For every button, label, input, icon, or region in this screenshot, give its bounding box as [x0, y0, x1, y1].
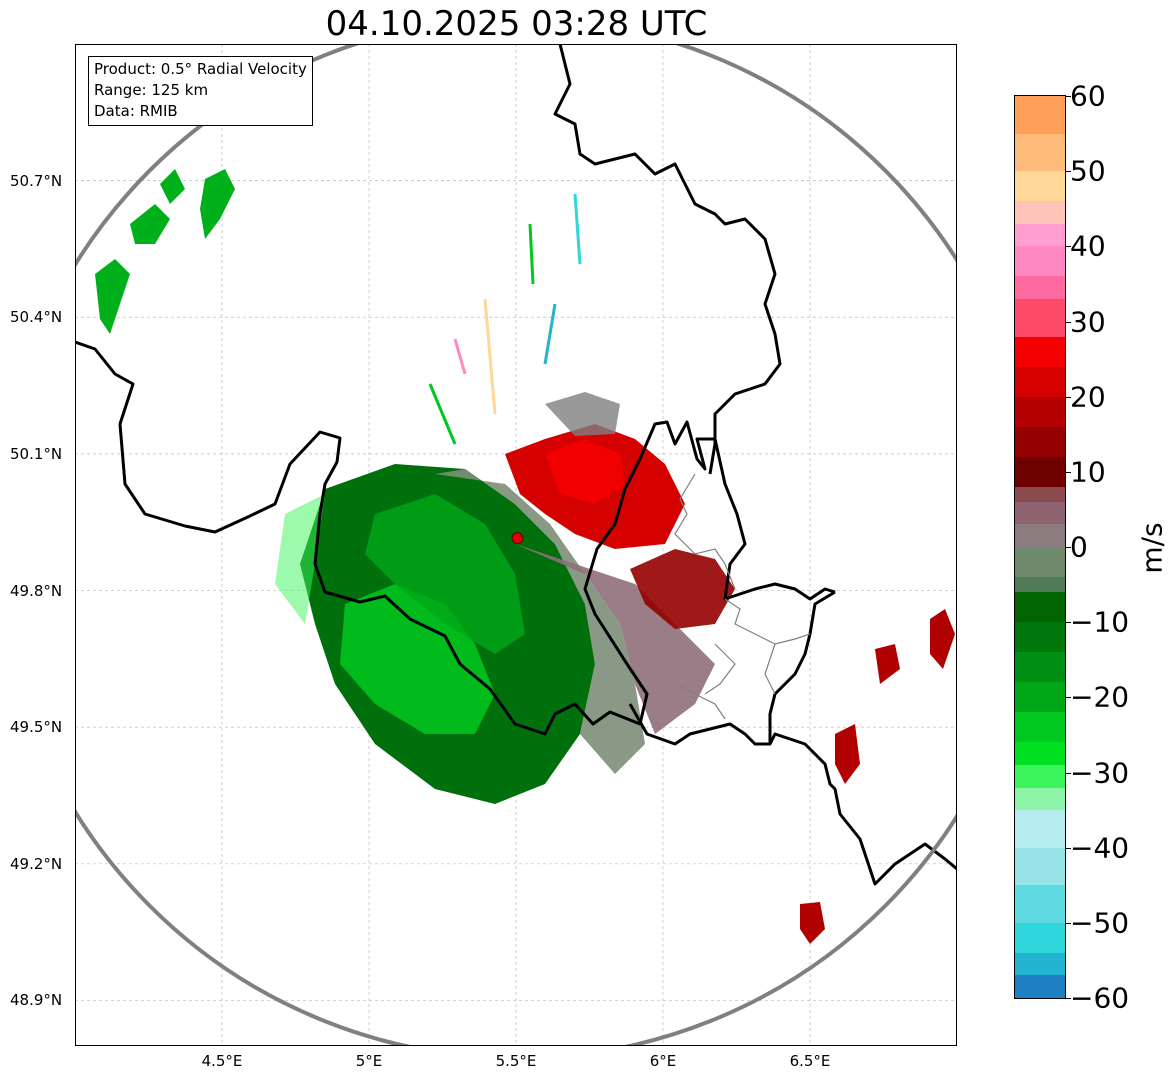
colorbar-segment [1015, 742, 1065, 766]
colorbar-tick-label: 20 [1070, 380, 1106, 414]
echo-east-cells [800, 609, 955, 944]
admin-boundaries [674, 473, 811, 720]
radar-map [75, 44, 957, 1046]
echo-red-bright [545, 439, 625, 504]
colorbar-segment [1015, 810, 1065, 849]
colorbar-segment [1015, 547, 1065, 578]
colorbar-segment [1015, 577, 1065, 593]
colorbar-segment [1015, 524, 1065, 548]
colorbar-segment [1015, 298, 1065, 338]
echo-mauve [515, 544, 715, 734]
colorbar-segment [1015, 885, 1065, 924]
colorbar-tick-mark [1065, 697, 1071, 699]
colorbar-segment [1015, 682, 1065, 713]
colorbar-segment [1015, 787, 1065, 811]
border-south [628, 703, 957, 886]
colorbar-segment [1015, 426, 1065, 458]
colorbar-segment [1015, 96, 1065, 135]
radar-map-canvas [75, 44, 957, 1046]
longitude-tick-label: 5°E [355, 1052, 383, 1070]
echo-north-clutter [428, 193, 582, 445]
colorbar-tick-label: 60 [1070, 79, 1106, 113]
colorbar-segment [1015, 456, 1065, 488]
product-info-box: Product: 0.5° Radial Velocity Range: 125… [88, 56, 313, 126]
info-data-source: Data: RMIB [94, 102, 178, 120]
colorbar-tick-mark [1065, 96, 1071, 97]
colorbar-segment [1015, 133, 1065, 172]
colorbar-tick-label: −10 [1070, 605, 1130, 639]
echo-nw-cells [95, 169, 235, 334]
latitude-tick-label: 49.8°N [10, 581, 63, 600]
echo-green-fringe [275, 494, 325, 624]
colorbar-tick-mark [1065, 246, 1071, 248]
echo-gray-north [545, 392, 620, 436]
colorbar-segment [1015, 952, 1065, 976]
velocity-colorbar [1014, 95, 1066, 999]
longitude-tick-label: 6.5°E [789, 1052, 831, 1070]
longitude-tick-label: 5.5°E [495, 1052, 537, 1070]
border-west [75, 340, 836, 736]
colorbar-tick-mark [1065, 772, 1071, 774]
colorbar-segment [1015, 764, 1065, 789]
echo-green-mid [365, 494, 525, 654]
colorbar-tick-mark [1065, 922, 1071, 924]
latitude-tick-label: 49.5°N [10, 718, 63, 737]
latitude-tick-label: 50.1°N [10, 444, 63, 463]
colorbar-segment [1015, 975, 1065, 999]
colorbar-tick-label: −60 [1070, 981, 1130, 1015]
echo-red-dark [630, 549, 735, 629]
radar-site-marker [511, 532, 524, 545]
info-product: Product: 0.5° Radial Velocity [94, 60, 307, 78]
colorbar-segment [1015, 622, 1065, 653]
longitude-tick-label: 4.5°E [201, 1052, 243, 1070]
colorbar-segment [1015, 223, 1065, 247]
latitude-tick-label: 49.2°N [10, 854, 63, 873]
colorbar-tick-mark [1065, 998, 1071, 999]
colorbar-tick-mark [1065, 471, 1071, 473]
country-borders [75, 44, 957, 886]
velocity-echoes [95, 169, 955, 944]
colorbar-tick-mark [1065, 171, 1071, 173]
colorbar-tick-label: −30 [1070, 756, 1130, 789]
longitude-tick-label: 6°E [649, 1052, 677, 1070]
echo-zero-band [435, 469, 645, 774]
colorbar-segment [1015, 652, 1065, 683]
colorbar-tick-label: 40 [1070, 229, 1106, 263]
colorbar-segment [1015, 276, 1065, 300]
colorbar-tick-label: −40 [1070, 831, 1130, 865]
colorbar-segment [1015, 922, 1065, 954]
colorbar-tick-label: −20 [1070, 680, 1130, 714]
info-range: Range: 125 km [94, 81, 209, 99]
colorbar-segment [1015, 366, 1065, 398]
colorbar-tick-label: 0 [1070, 530, 1088, 564]
colorbar-segment [1015, 396, 1065, 428]
colorbar-tick-mark [1065, 547, 1071, 548]
colorbar-unit-label: m/s [1135, 522, 1169, 574]
latitude-tick-label: 48.9°N [10, 991, 63, 1010]
colorbar-segment [1015, 847, 1065, 886]
colorbar-segment [1015, 171, 1065, 202]
colorbar-segment [1015, 336, 1065, 368]
radar-site [511, 532, 524, 545]
colorbar-segment [1015, 592, 1065, 623]
colorbar-tick-mark [1065, 396, 1071, 398]
colorbar-tick-label: 30 [1070, 305, 1106, 338]
colorbar-segment [1015, 201, 1065, 225]
colorbar-tick-mark [1065, 847, 1071, 849]
latitude-tick-label: 50.7°N [10, 171, 63, 190]
colorbar-tick-mark [1065, 622, 1071, 624]
colorbar-segment [1015, 501, 1065, 525]
colorbar-tick-label: −50 [1070, 906, 1130, 940]
colorbar-segment [1015, 486, 1065, 503]
colorbar-segment [1015, 246, 1065, 277]
colorbar-segment [1015, 712, 1065, 743]
border-north [553, 44, 782, 475]
border-lux-east [768, 590, 836, 744]
colorbar-tick-label: 50 [1070, 154, 1106, 188]
latitude-tick-label: 50.4°N [10, 308, 63, 327]
colorbar-tick-mark [1065, 321, 1071, 323]
map-title: 04.10.2025 03:28 UTC [325, 4, 708, 44]
colorbar-tick-label: 10 [1070, 455, 1106, 489]
